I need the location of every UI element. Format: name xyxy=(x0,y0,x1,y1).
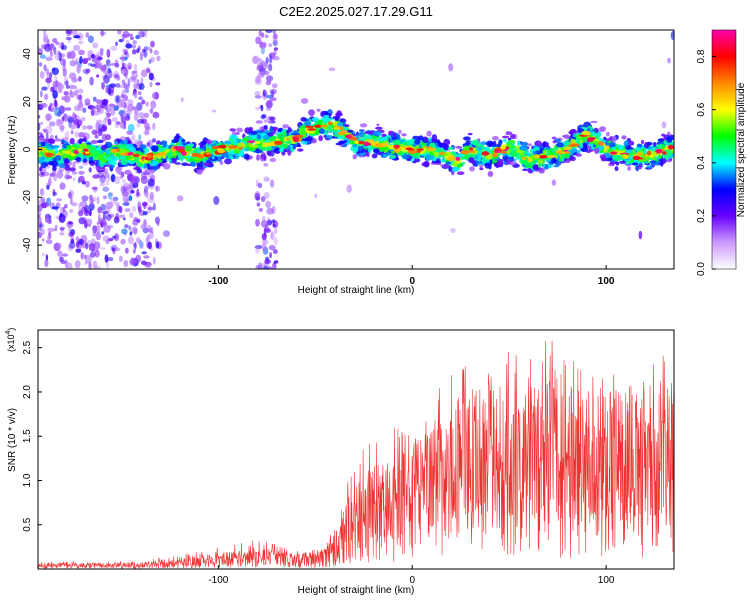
spectrogram-axes: -100 0 100 -40 -20 0 20 40 xyxy=(22,48,615,287)
snr-multiplier-base: (x10 xyxy=(6,334,16,352)
snr-multiplier-close: ) xyxy=(6,328,16,331)
colorbar-tick-label: 0.0 xyxy=(696,262,707,276)
spectrogram-xlabel: Height of straight line (km) xyxy=(298,285,415,296)
spectrogram-heatmap xyxy=(38,30,674,269)
colorbar-label: Normalized spectral amplitude xyxy=(736,82,747,217)
colorbar-gradient xyxy=(711,29,737,270)
figure-title: C2E2.2025.027.17.29.G11 xyxy=(279,4,433,19)
spectrogram-panel: -100 0 100 -40 -20 0 20 40 Height of straight l… xyxy=(7,29,675,296)
snr-frame xyxy=(37,329,675,570)
snr-series-line xyxy=(38,340,674,569)
spectrogram-ylabel: Frequency (Hz) xyxy=(7,116,18,185)
y-tick-label: 2.0 xyxy=(22,385,33,399)
x-tick-label: 0 xyxy=(409,575,415,586)
colorbar: 0.0 0.2 0.4 0.6 0.8 Normalized spectral ampl… xyxy=(696,29,747,276)
y-tick-label: 1.5 xyxy=(22,429,33,443)
colorbar-tick-label: 0.2 xyxy=(696,209,707,223)
x-tick-label: 100 xyxy=(598,276,615,287)
colorbar-tick-label: 0.6 xyxy=(696,102,707,116)
x-tick-label: 100 xyxy=(598,575,615,586)
snr-multiplier-exp: 4 xyxy=(5,330,12,334)
colorbar-axes: 0.0 0.2 0.4 0.6 0.8 xyxy=(696,49,716,276)
y-tick-label: 2.5 xyxy=(22,340,33,354)
x-tick-label: -100 xyxy=(208,276,228,287)
y-tick-label: 20 xyxy=(22,96,33,108)
y-tick-label: 0.5 xyxy=(22,517,33,531)
colorbar-tick-label: 0.4 xyxy=(696,155,707,169)
snr-panel: -100 0 100 0.5 1.0 1.5 2.0 2.5 Height of straig… xyxy=(5,328,675,596)
y-tick-label: -40 xyxy=(22,237,33,252)
x-tick-label: -100 xyxy=(208,575,228,586)
y-tick-label: 40 xyxy=(22,48,33,60)
x-tick-label: 0 xyxy=(409,276,415,287)
snr-xlabel: Height of straight line (km) xyxy=(298,585,415,596)
snr-ylabel: SNR (10 * v/v) xyxy=(7,408,18,472)
y-tick-label: -20 xyxy=(22,190,33,205)
snr-multiplier: (x104) xyxy=(5,328,16,352)
colorbar-tick-label: 0.8 xyxy=(696,49,707,63)
y-tick-label: 1.0 xyxy=(22,473,33,487)
y-tick-label: 0 xyxy=(22,146,33,152)
snr-axes: -100 0 100 0.5 1.0 1.5 2.0 2.5 xyxy=(22,340,615,586)
